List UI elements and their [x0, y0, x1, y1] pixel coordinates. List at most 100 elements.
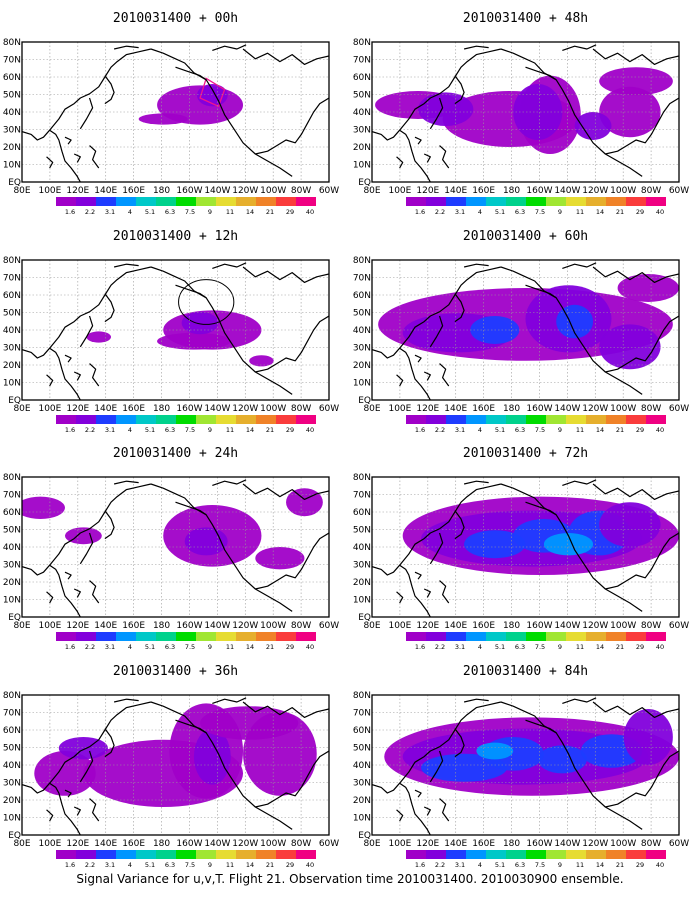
longitude-label: 80W [641, 839, 661, 849]
coastline [64, 136, 72, 145]
longitude-label: 180 [503, 839, 520, 849]
colorbar-swatch [236, 197, 256, 206]
colorbar-label: 40 [306, 426, 314, 434]
variance-blob [64, 527, 102, 545]
latitude-label: 70N [353, 56, 371, 66]
longitude-label: 180 [503, 186, 520, 196]
colorbar-swatch [546, 415, 566, 424]
coastline [64, 571, 72, 580]
colorbar-swatch [406, 632, 426, 641]
colorbar-swatch [296, 850, 316, 859]
colorbar-label: 6.3 [515, 861, 525, 869]
coastline [423, 371, 431, 381]
colorbar-label: 5.1 [495, 643, 505, 651]
colorbar-label: 14 [246, 861, 254, 869]
colorbar-label: 11 [226, 208, 234, 216]
longitude-label: 140W [554, 839, 580, 849]
colorbar-label: 21 [266, 208, 274, 216]
colorbar-label: 2.2 [85, 861, 95, 869]
colorbar-swatch [276, 197, 296, 206]
colorbar-label: 7.5 [535, 426, 545, 434]
colorbar-swatch [156, 415, 176, 424]
longitude-label: 60W [319, 186, 339, 196]
colorbar-swatch [136, 197, 156, 206]
coastline [79, 532, 94, 565]
map-panel-3: 2010031400 + 12h 80N 70N 60N 50N 40N 30N 20N 10N… [3, 229, 339, 434]
map-area [22, 477, 329, 617]
colorbar: 1.6 2.2 3.1 4 5.1 6.3 7.5 9 11 14 21 29 40 [406, 632, 666, 651]
coastline [212, 262, 247, 269]
longitude-label: 60W [319, 404, 339, 414]
longitude-label: 180 [153, 839, 170, 849]
panel-title: 2010031400 + 12h [113, 229, 238, 244]
latitude-label: 40N [3, 543, 21, 553]
variance-blob [181, 311, 219, 335]
colorbar-swatch [426, 197, 446, 206]
colorbar-swatch [176, 197, 196, 206]
longitude-label: 100E [388, 186, 411, 196]
longitude-label: 140E [444, 186, 467, 196]
coastline [562, 479, 597, 486]
colorbar-swatch [446, 850, 466, 859]
latitude-label: EQ [358, 396, 371, 406]
colorbar-swatch [276, 415, 296, 424]
coastline [242, 483, 329, 500]
colorbar-label: 2.2 [435, 208, 445, 216]
colorbar-label: 40 [656, 426, 664, 434]
latitude-label: 10N [353, 596, 371, 606]
map-frame [21, 476, 330, 618]
colorbar-swatch [116, 197, 136, 206]
longitude-label: 80W [291, 839, 311, 849]
coastline [104, 293, 115, 323]
coastline [150, 48, 293, 177]
variance-blob [193, 728, 231, 785]
latitude-label: 20N [3, 796, 21, 806]
colorbar: 1.6 2.2 3.1 4 5.1 6.3 7.5 9 11 14 21 29 40 [406, 850, 666, 869]
longitude-label: 140W [204, 839, 230, 849]
colorbar-label: 9 [208, 208, 212, 216]
latitude-label: 50N [3, 526, 21, 536]
colorbar-label: 21 [616, 861, 624, 869]
colorbar-label: 4 [478, 861, 482, 869]
coastline [22, 129, 81, 182]
latitude-label: 60N [353, 73, 371, 83]
colorbar-label: 14 [596, 426, 604, 434]
longitude-label: 120W [232, 186, 258, 196]
coastline [212, 44, 247, 51]
colorbar-label: 2.2 [435, 861, 445, 869]
longitude-label: 100W [260, 186, 286, 196]
latitude-label: 70N [353, 491, 371, 501]
coastline [89, 363, 100, 387]
latitude-label: 10N [353, 814, 371, 824]
latitude-label: 80N [353, 473, 371, 483]
longitude-label: 180 [153, 621, 170, 631]
colorbar-label: 4 [128, 643, 132, 651]
longitude-label: 60W [669, 839, 689, 849]
colorbar-swatch [646, 850, 666, 859]
variance-blob [599, 502, 661, 547]
colorbar: 1.6 2.2 3.1 4 5.1 6.3 7.5 9 11 14 21 29 40 [406, 415, 666, 434]
coastline [439, 798, 450, 822]
colorbar-swatch [626, 415, 646, 424]
colorbar-swatch [196, 850, 216, 859]
max-contour [199, 77, 226, 108]
latitude-label: 20N [3, 361, 21, 371]
colorbar-swatch [156, 850, 176, 859]
longitude-label: 160W [526, 839, 552, 849]
latitude-label: 30N [353, 126, 371, 136]
coastline [73, 371, 81, 381]
coastline [79, 750, 94, 783]
latitude-label: EQ [8, 613, 21, 623]
coastline [104, 75, 115, 105]
coastline [255, 315, 329, 373]
colorbar-label: 2.2 [85, 643, 95, 651]
colorbar-swatch [116, 415, 136, 424]
latitude-label: 30N [353, 779, 371, 789]
map-frame [371, 41, 680, 183]
colorbar-swatch [96, 850, 116, 859]
colorbar-label: 29 [636, 643, 644, 651]
longitude-label: 140E [444, 404, 467, 414]
colorbar-swatch [606, 632, 626, 641]
latitude-label: 70N [353, 274, 371, 284]
colorbar-swatch [586, 415, 606, 424]
